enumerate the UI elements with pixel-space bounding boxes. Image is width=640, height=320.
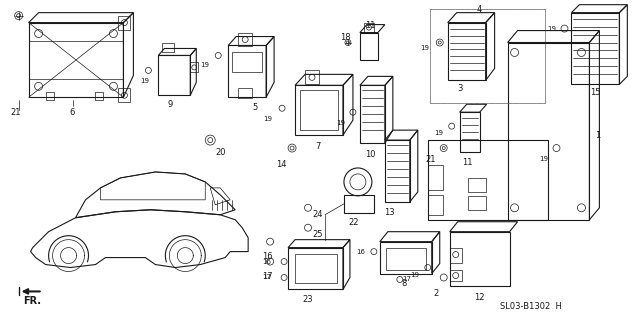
Text: 19: 19 — [410, 271, 419, 277]
Text: 11: 11 — [365, 20, 376, 30]
Text: 4: 4 — [477, 5, 483, 14]
Text: 21: 21 — [11, 108, 21, 117]
Text: 18: 18 — [340, 33, 351, 42]
Bar — [95, 92, 104, 100]
Text: 19: 19 — [420, 45, 429, 52]
Text: SL03-B1302  H: SL03-B1302 H — [500, 302, 561, 311]
Text: 17: 17 — [402, 276, 411, 283]
Bar — [572, 13, 620, 84]
Bar — [380, 242, 432, 274]
Text: 17: 17 — [262, 271, 273, 281]
Text: 19: 19 — [200, 62, 209, 68]
Bar — [163, 43, 174, 52]
Text: 16: 16 — [262, 259, 271, 265]
Bar — [468, 196, 486, 210]
Bar — [430, 9, 545, 103]
Text: 9: 9 — [168, 100, 173, 109]
Text: 8: 8 — [401, 279, 406, 288]
Text: 2: 2 — [433, 289, 438, 299]
Bar — [288, 248, 343, 289]
Text: 21: 21 — [426, 155, 436, 164]
Text: 17: 17 — [262, 275, 271, 281]
Text: 25: 25 — [312, 230, 323, 239]
Bar — [305, 70, 319, 84]
Bar — [386, 248, 426, 269]
Text: 11: 11 — [461, 158, 472, 167]
Text: 19: 19 — [547, 26, 557, 32]
Text: 19: 19 — [336, 120, 345, 126]
Bar — [360, 33, 378, 60]
Bar — [460, 112, 479, 152]
Bar — [300, 90, 338, 130]
Text: 19: 19 — [540, 156, 548, 162]
Bar — [158, 55, 190, 95]
Text: 12: 12 — [474, 293, 485, 302]
Bar — [468, 178, 486, 192]
Text: 13: 13 — [385, 208, 395, 217]
Text: FR.: FR. — [22, 296, 41, 306]
Bar — [118, 88, 131, 102]
Text: 10: 10 — [365, 150, 375, 159]
Bar — [238, 33, 252, 46]
Bar — [385, 140, 410, 202]
Text: 24: 24 — [312, 210, 323, 219]
Bar — [344, 195, 374, 213]
Bar — [448, 23, 486, 80]
Text: 16: 16 — [356, 249, 365, 255]
Text: 19: 19 — [140, 78, 149, 84]
Text: 1: 1 — [595, 131, 601, 140]
Bar — [450, 248, 461, 262]
Bar — [45, 92, 54, 100]
Bar — [450, 269, 461, 282]
Bar — [190, 62, 198, 72]
Text: 19: 19 — [434, 130, 443, 136]
Bar — [295, 85, 343, 135]
Bar — [508, 43, 589, 220]
Bar — [428, 140, 547, 220]
Bar — [364, 23, 374, 33]
Bar — [428, 165, 443, 190]
Text: 5: 5 — [252, 103, 257, 112]
Bar — [428, 195, 443, 215]
Bar — [228, 45, 266, 97]
Bar — [295, 253, 337, 284]
Bar — [232, 52, 262, 72]
Text: 7: 7 — [316, 142, 321, 151]
Text: 6: 6 — [70, 108, 76, 117]
Text: 16: 16 — [262, 252, 273, 260]
Text: 14: 14 — [276, 160, 287, 169]
Text: 15: 15 — [590, 88, 601, 97]
Bar — [29, 23, 124, 97]
Text: 23: 23 — [303, 295, 314, 304]
Text: 22: 22 — [348, 218, 358, 227]
Bar — [450, 232, 509, 286]
Bar — [360, 85, 385, 143]
Text: 3: 3 — [457, 84, 462, 93]
Bar — [118, 16, 131, 29]
Bar — [238, 88, 252, 98]
Text: 19: 19 — [263, 116, 272, 122]
Text: 20: 20 — [215, 148, 226, 157]
